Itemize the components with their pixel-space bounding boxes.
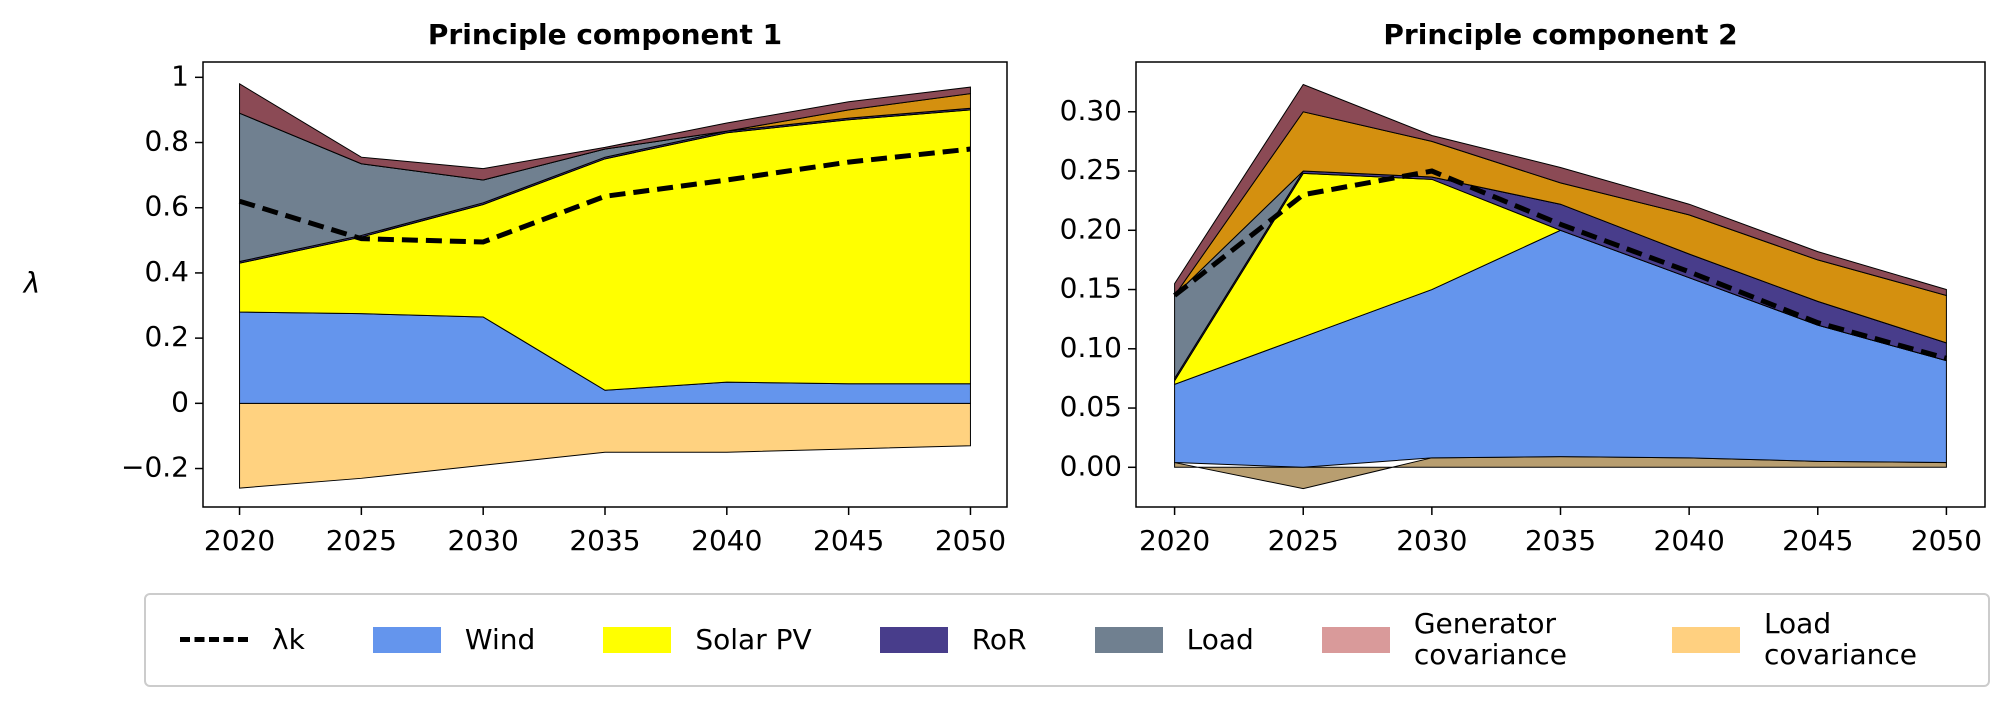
- y-tick-label: 0.10: [1060, 331, 1122, 364]
- legend-item: λk: [180, 622, 305, 656]
- x-tick-label: 2045: [813, 524, 884, 557]
- y-tick-label: 0.8: [144, 125, 189, 158]
- y-tick-label: 0.2: [144, 320, 189, 353]
- x-tick-label: 2025: [1268, 524, 1339, 557]
- y-tick-label: 0.4: [144, 255, 189, 288]
- chart-title: Principle component 2: [1383, 18, 1737, 51]
- x-tick-label: 2045: [1782, 524, 1853, 557]
- legend-label: Generator covariance: [1413, 607, 1567, 671]
- lambda-line: [238, 146, 971, 245]
- x-tick-label: 2050: [935, 524, 1006, 557]
- area: [239, 82, 971, 181]
- legend-label: Wind: [464, 622, 536, 656]
- legend-label: Solar PV: [695, 622, 812, 656]
- x-tick-label: 2025: [326, 524, 397, 557]
- y-tick-label: 0.00: [1060, 449, 1122, 482]
- y-tick-label: 0.05: [1060, 390, 1122, 423]
- legend-label: λk: [272, 622, 305, 656]
- lambda-line: [1173, 168, 1948, 361]
- legend-swatch: [1094, 626, 1163, 653]
- chart-title: Principle component 1: [428, 18, 782, 51]
- legend-label: Load: [1186, 622, 1254, 656]
- chart: Principle component 1 λ −0.2 0 0.2 0.4 0.6 0.8 1…: [22, 18, 1986, 557]
- y-tick-label: 0.30: [1060, 94, 1122, 127]
- legend-item: Generator covariance: [1321, 607, 1604, 671]
- y-tick-label: 0.25: [1060, 153, 1122, 186]
- legend-swatch: [603, 626, 672, 653]
- area: [1174, 83, 1947, 298]
- y-tick-label: 0: [171, 385, 189, 418]
- x-tick-label: 2030: [1396, 524, 1467, 557]
- legend-item: RoR: [879, 622, 1027, 656]
- x-tick-label: 2035: [569, 524, 640, 557]
- y-tick-label: 0.20: [1060, 212, 1122, 245]
- legend-label: Load covariance: [1763, 607, 1918, 671]
- y-tick-label: 0.15: [1060, 272, 1122, 305]
- legend-swatch: [1321, 627, 1390, 653]
- x-tick-label: 2020: [204, 524, 275, 557]
- x-tick-label: 2030: [448, 524, 519, 557]
- x-tick-label: 2020: [1139, 524, 1210, 557]
- legend-swatch: [372, 626, 441, 653]
- legend-swatch: [1671, 627, 1740, 653]
- y-tick-label: 0.6: [144, 190, 189, 223]
- y-tick-label: 1: [171, 59, 189, 92]
- x-tick-label: 2040: [691, 524, 762, 557]
- x-tick-label: 2050: [1911, 524, 1982, 557]
- legend-item: Load covariance: [1671, 607, 1954, 671]
- y-axis-label: λ: [22, 267, 41, 300]
- area: [239, 402, 971, 489]
- x-tick-label: 2035: [1525, 524, 1596, 557]
- legend: λk Wind Solar PV RoR Load Generator covarianc…: [144, 593, 1990, 687]
- legend-swatch: [180, 637, 249, 643]
- legend-label: RoR: [971, 622, 1027, 656]
- y-tick-label: −0.2: [121, 451, 189, 484]
- legend-swatch: [879, 626, 948, 653]
- legend-item: Solar PV: [603, 622, 812, 656]
- x-tick-label: 2040: [1654, 524, 1725, 557]
- legend-item: Load: [1094, 622, 1254, 656]
- legend-item: Wind: [372, 622, 536, 656]
